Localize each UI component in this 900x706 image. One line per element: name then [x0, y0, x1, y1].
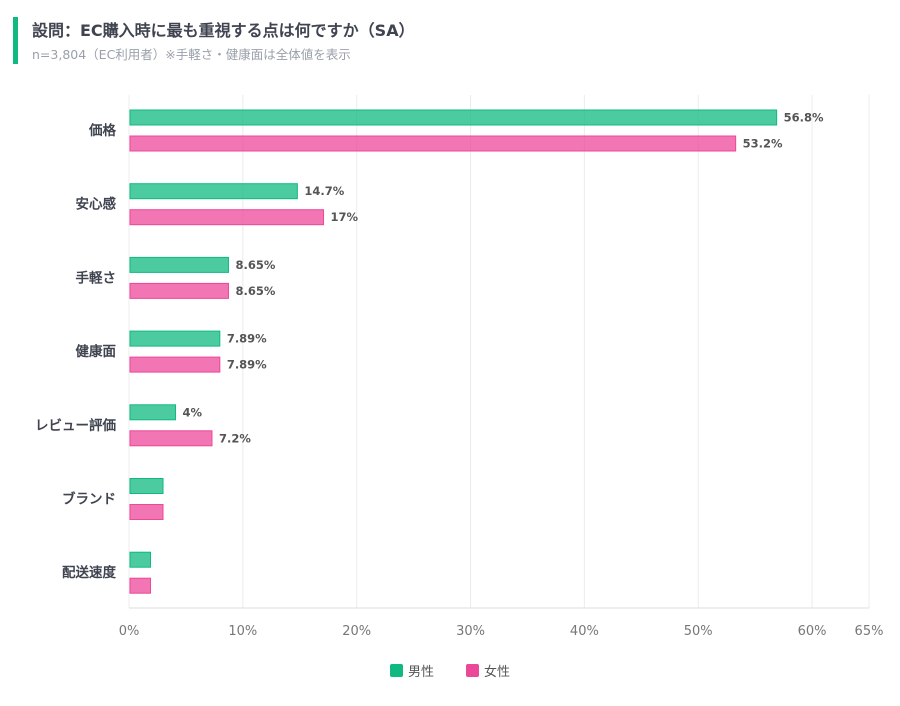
legend-item-female[interactable]: 女性 [466, 661, 510, 680]
category-label: 配送速度 [62, 564, 116, 581]
bar-male [129, 404, 177, 421]
x-tick-label: 30% [456, 624, 485, 639]
bar-male [129, 109, 778, 126]
x-tick-label: 40% [570, 624, 599, 639]
data-label: 17% [331, 210, 359, 224]
category-label: 安心感 [76, 196, 117, 213]
data-label: 56.8% [784, 111, 824, 125]
category-label: レビュー評価 [35, 417, 116, 434]
data-label: 8.65% [235, 284, 275, 298]
bar-female [129, 209, 325, 226]
legend-label-female: 女性 [484, 665, 511, 680]
bar-male [129, 256, 229, 273]
bar-male [129, 478, 164, 494]
chart-title: 設問：EC購入時に最も重視する点は何ですか（SA） [32, 21, 415, 40]
legend-swatch-female [466, 664, 479, 677]
bar-male [129, 183, 298, 200]
x-tick-label: 10% [228, 624, 257, 639]
data-label: 8.65% [235, 258, 275, 272]
bar-female [129, 135, 737, 152]
bar-female [129, 504, 164, 520]
bar-male [129, 551, 151, 568]
category-label: 価格 [88, 122, 116, 139]
bar-female [129, 430, 213, 447]
bar-male [129, 330, 221, 347]
x-tick-label: 20% [342, 624, 371, 639]
category-label: 健康面 [76, 343, 117, 360]
category-label: ブランド [62, 491, 116, 508]
data-label: 53.2% [743, 137, 783, 151]
bar-female [129, 356, 221, 373]
chart-subtitle: n=3,804（EC利用者）※手軽さ・健康面は全体値を表示 [32, 47, 351, 62]
legend-swatch-male [389, 664, 403, 677]
x-tick-label: 50% [684, 624, 713, 639]
data-label: 7.89% [227, 358, 267, 372]
x-tick-label: 65% [855, 624, 884, 639]
data-label: 7.89% [227, 332, 267, 346]
bar-female [129, 282, 229, 299]
data-label: 7.2% [219, 431, 251, 445]
data-label: 14.7% [304, 184, 344, 198]
bar-female [129, 577, 151, 594]
legend: 男性 女性 [0, 661, 900, 680]
x-tick-label: 0% [119, 624, 140, 639]
category-label: 手軽さ [76, 269, 117, 286]
legend-label-male: 男性 [407, 665, 434, 680]
data-label: 4% [183, 405, 203, 419]
title-accent-bar [13, 17, 18, 64]
legend-item-male[interactable]: 男性 [389, 661, 434, 680]
x-tick-label: 60% [798, 624, 827, 639]
